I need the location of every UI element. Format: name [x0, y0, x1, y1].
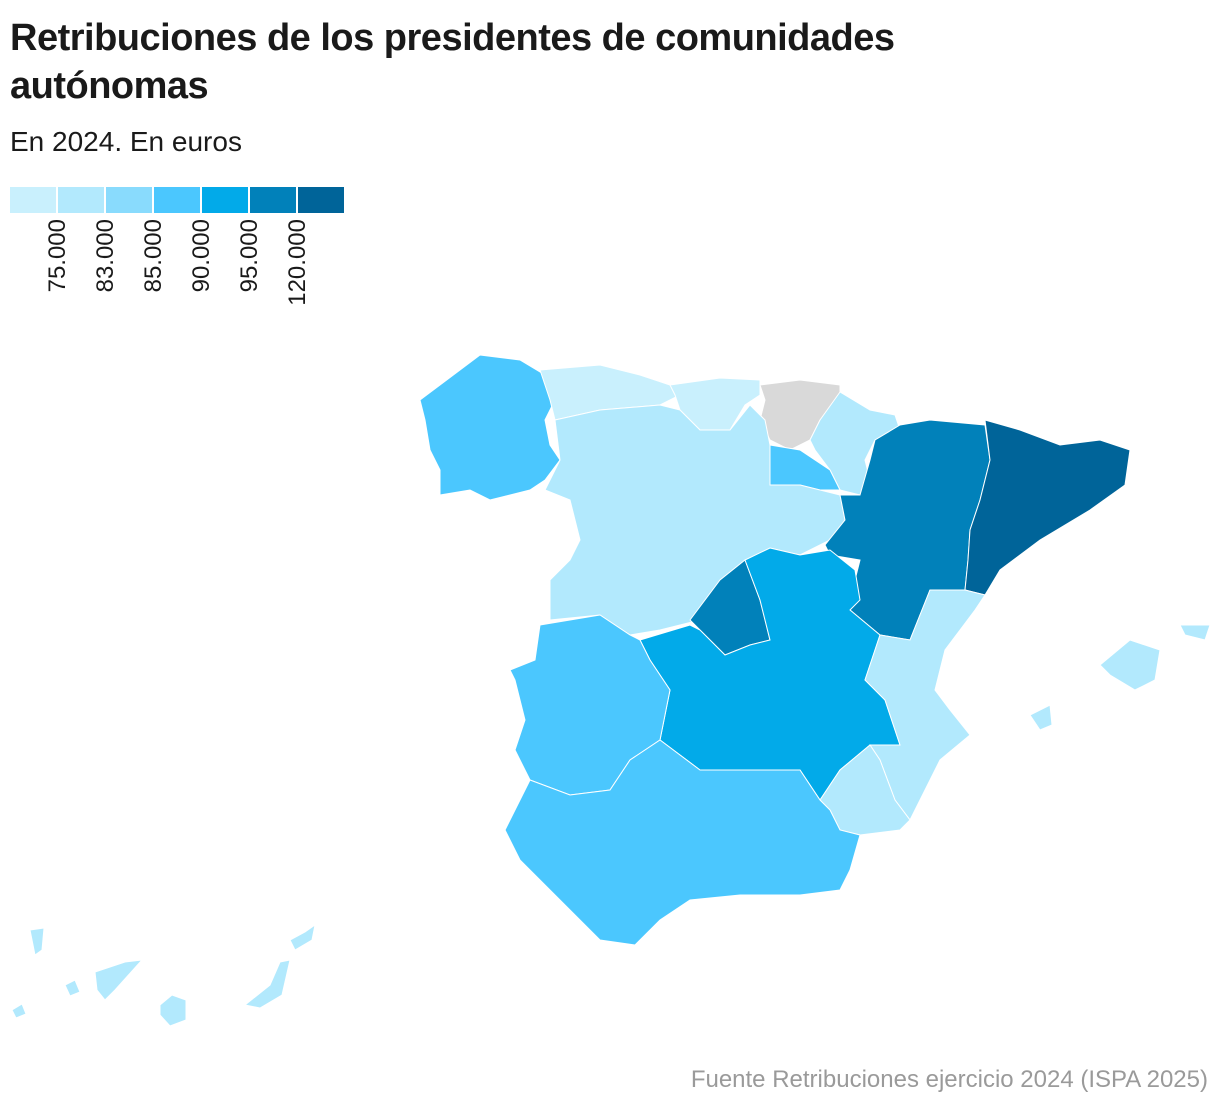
region-shape: [1029, 704, 1053, 731]
region-canarias[interactable]: [11, 923, 316, 1027]
source-note: Fuente Retribuciones ejercicio 2024 (ISP…: [690, 1066, 1208, 1093]
legend-swatch: [250, 187, 296, 213]
region-shape: [669, 377, 761, 431]
region-shape: [29, 927, 45, 956]
chart-title: Retribuciones de los presidentes de comu…: [10, 17, 895, 107]
legend-swatch: [10, 187, 56, 213]
legend-swatch: [154, 187, 200, 213]
region-cataluna[interactable]: [964, 419, 1131, 596]
region-shape: [504, 739, 861, 946]
region-andalucia[interactable]: [504, 739, 861, 946]
region-cantabria[interactable]: [669, 377, 761, 431]
region-shape: [864, 589, 986, 821]
legend-swatch: [202, 187, 248, 213]
region-galicia[interactable]: [419, 354, 561, 501]
legend-swatch: [58, 187, 104, 213]
region-shape: [1179, 624, 1211, 641]
legend-swatch: [106, 187, 152, 213]
region-shape: [964, 419, 1131, 596]
region-shape: [1099, 639, 1161, 691]
region-shape: [159, 994, 187, 1027]
region-shape: [289, 923, 316, 951]
region-shape: [64, 979, 81, 997]
region-shape: [419, 354, 561, 501]
region-shape: [243, 959, 291, 1009]
region-comunidad-valenciana[interactable]: [864, 589, 986, 821]
color-legend: 75.000 83.000 85.000 90.000 95.000 120.000: [10, 187, 350, 337]
region-illes-balears[interactable]: [1029, 624, 1211, 731]
legend-swatch: [298, 187, 344, 213]
region-shape: [11, 1003, 27, 1019]
chart-subtitle: En 2024. En euros: [10, 126, 242, 157]
region-shape: [94, 959, 144, 1001]
